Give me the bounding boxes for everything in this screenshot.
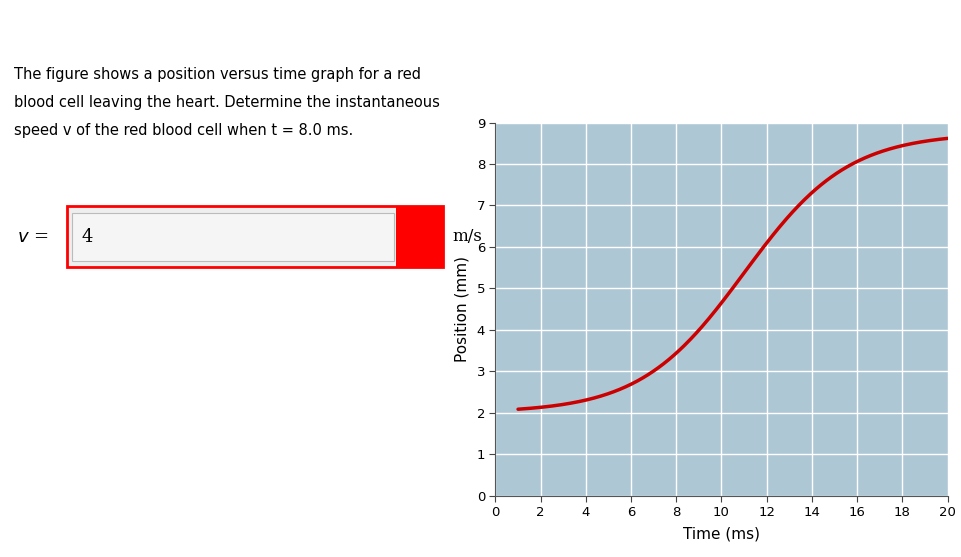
- Circle shape: [404, 213, 434, 260]
- X-axis label: Time (ms): Time (ms): [682, 526, 759, 541]
- Text: blood cell leaving the heart. Determine the instantaneous: blood cell leaving the heart. Determine …: [14, 95, 440, 110]
- Text: 4: 4: [82, 228, 93, 246]
- Text: speed v of the red blood cell when t = 8.0 ms.: speed v of the red blood cell when t = 8…: [14, 123, 354, 138]
- Y-axis label: Position (mm): Position (mm): [455, 256, 469, 362]
- Text: The figure shows a position versus time graph for a red: The figure shows a position versus time …: [14, 67, 421, 82]
- Text: m/s: m/s: [452, 228, 481, 245]
- Text: $v$ =: $v$ =: [17, 228, 49, 246]
